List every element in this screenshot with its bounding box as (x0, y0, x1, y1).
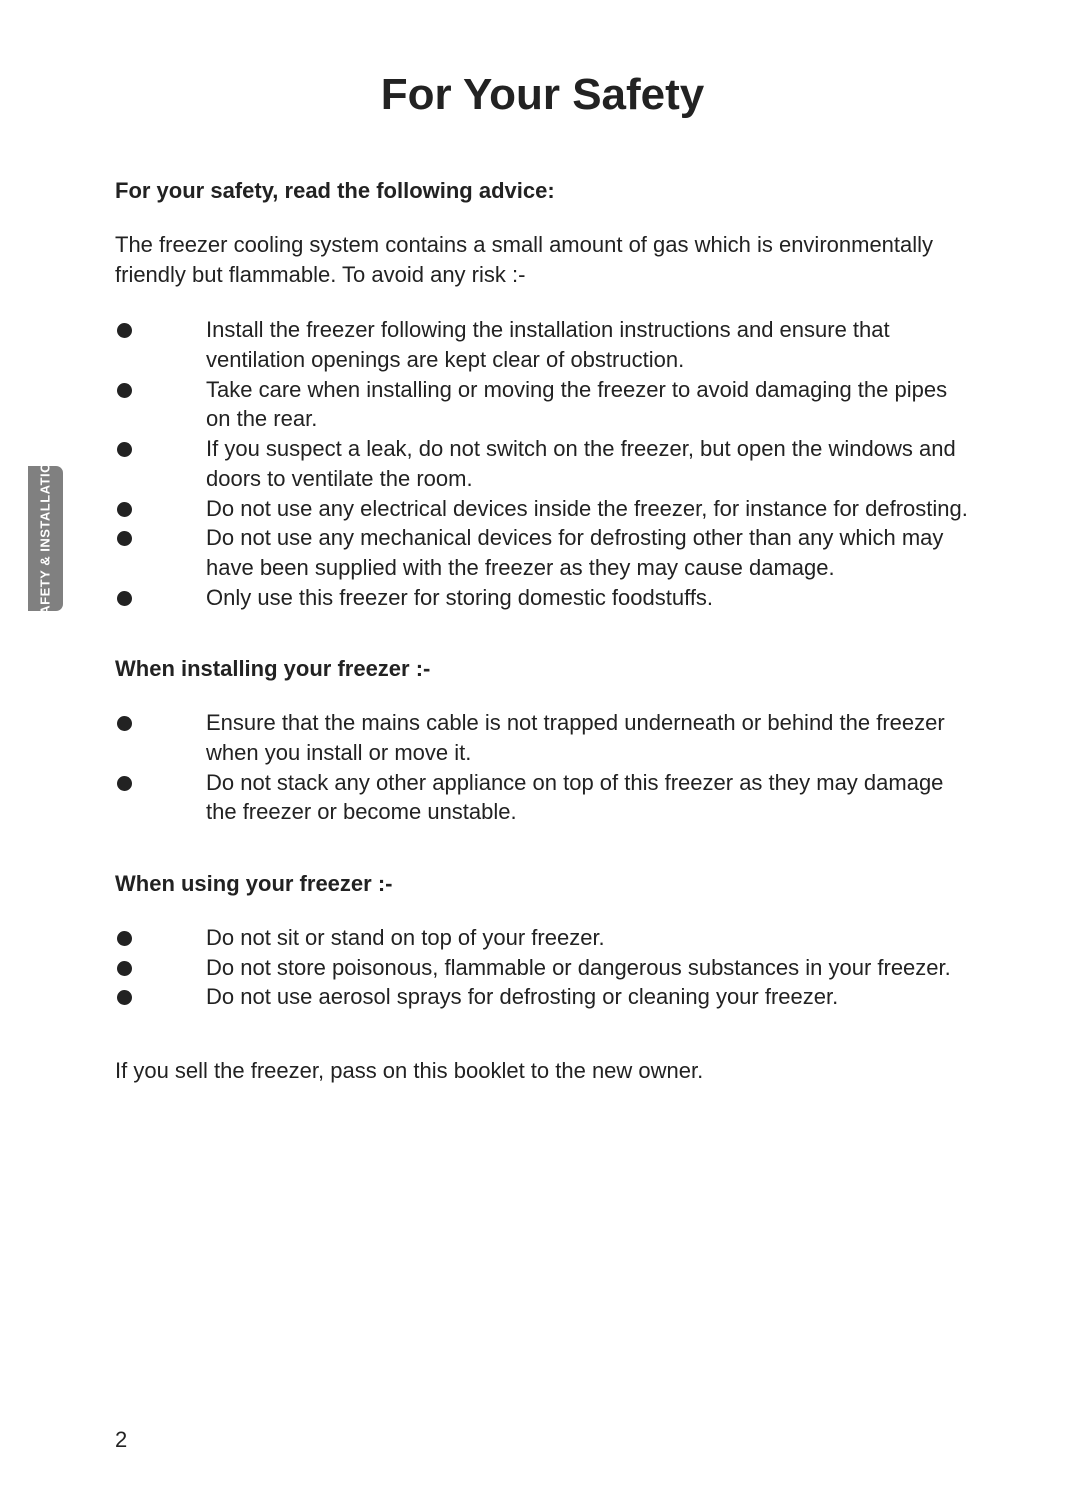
bullet-dot-icon (117, 323, 132, 338)
closing-text: If you sell the freezer, pass on this bo… (115, 1056, 970, 1086)
bullet-dot-icon (117, 531, 132, 546)
bullet-text: Do not sit or stand on top of your freez… (206, 923, 970, 953)
section-intro: The freezer cooling system contains a sm… (115, 230, 970, 289)
section-installing: When installing your freezer :- Ensure t… (115, 656, 970, 827)
bullet-text: If you suspect a leak, do not switch on … (206, 434, 970, 493)
bullet-text: Take care when installing or moving the … (206, 375, 970, 434)
bullet-text: Do not use any mechanical devices for de… (206, 523, 970, 582)
list-item: Do not use any electrical devices inside… (115, 494, 970, 524)
list-item: Only use this freezer for storing domest… (115, 583, 970, 613)
bullet-text: Install the freezer following the instal… (206, 315, 970, 374)
page-title: For Your Safety (115, 70, 970, 120)
page: SAFETY & INSTALLATION For Your Safety Fo… (0, 0, 1080, 1511)
list-item: Do not stack any other appliance on top … (115, 768, 970, 827)
bullet-text: Do not store poisonous, flammable or dan… (206, 953, 970, 983)
bullet-dot-icon (117, 591, 132, 606)
list-item: Do not sit or stand on top of your freez… (115, 923, 970, 953)
bullet-text: Do not use aerosol sprays for defrosting… (206, 982, 970, 1012)
bullet-dot-icon (117, 383, 132, 398)
list-item: Do not store poisonous, flammable or dan… (115, 953, 970, 983)
bullet-text: Do not use any electrical devices inside… (206, 494, 970, 524)
section-safety: For your safety, read the following advi… (115, 178, 970, 612)
bullet-list: Install the freezer following the instal… (115, 315, 970, 612)
bullet-dot-icon (117, 716, 132, 731)
bullet-dot-icon (117, 990, 132, 1005)
bullet-dot-icon (117, 961, 132, 976)
side-tab-label: SAFETY & INSTALLATION (38, 453, 52, 625)
bullet-dot-icon (117, 931, 132, 946)
list-item: Take care when installing or moving the … (115, 375, 970, 434)
bullet-dot-icon (117, 442, 132, 457)
bullet-dot-icon (117, 502, 132, 517)
page-number: 2 (115, 1427, 127, 1453)
section-using: When using your freezer :- Do not sit or… (115, 871, 970, 1012)
list-item: Do not use any mechanical devices for de… (115, 523, 970, 582)
bullet-text: Do not stack any other appliance on top … (206, 768, 970, 827)
list-item: If you suspect a leak, do not switch on … (115, 434, 970, 493)
bullet-text: Only use this freezer for storing domest… (206, 583, 970, 613)
section-heading: When installing your freezer :- (115, 656, 970, 682)
section-heading: For your safety, read the following advi… (115, 178, 970, 204)
list-item: Install the freezer following the instal… (115, 315, 970, 374)
section-heading: When using your freezer :- (115, 871, 970, 897)
side-tab: SAFETY & INSTALLATION (28, 466, 63, 611)
bullet-text: Ensure that the mains cable is not trapp… (206, 708, 970, 767)
bullet-list: Ensure that the mains cable is not trapp… (115, 708, 970, 827)
bullet-list: Do not sit or stand on top of your freez… (115, 923, 970, 1012)
bullet-dot-icon (117, 776, 132, 791)
list-item: Ensure that the mains cable is not trapp… (115, 708, 970, 767)
list-item: Do not use aerosol sprays for defrosting… (115, 982, 970, 1012)
